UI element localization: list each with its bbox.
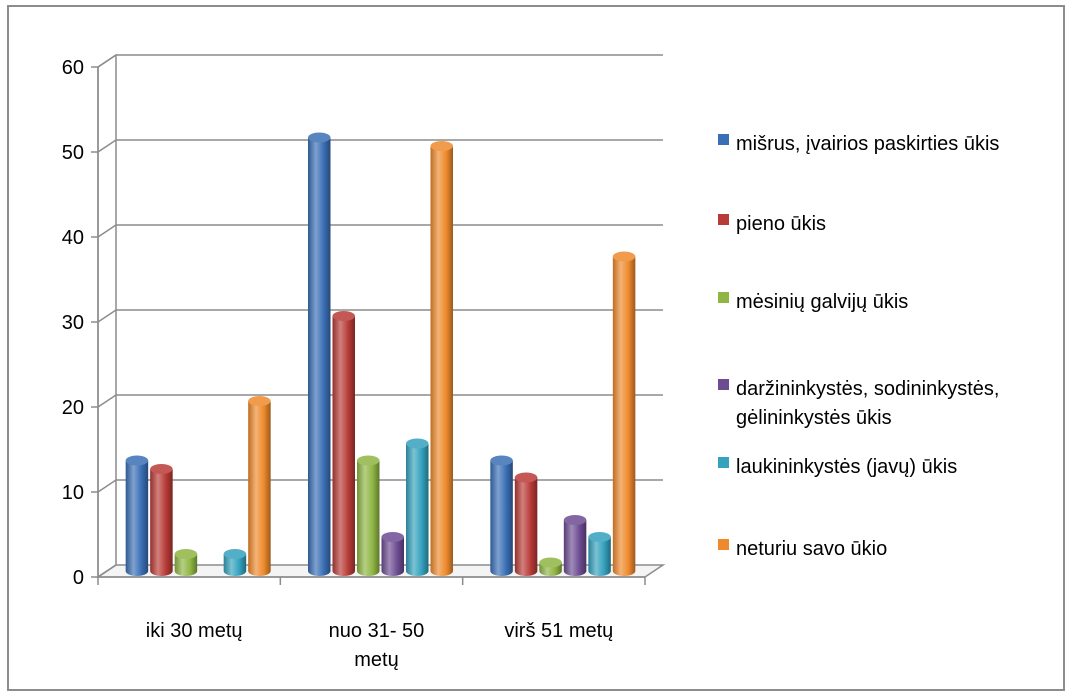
bar-body [150,469,173,576]
bar [514,472,538,576]
legend-swatch [718,539,729,550]
bar-top [357,455,380,466]
legend-label: daržininkystės, sodininkystės, [736,378,999,400]
bar-top [514,472,538,483]
y-axis-ticks: 0 10 20 30 40 50 60 [62,57,646,589]
bar-top [150,464,173,474]
gridline-diagonal [97,54,117,68]
legend-swatch [718,379,729,390]
x-category-label: metų [354,649,398,671]
bar-body [612,256,636,576]
legend-label: mišrus, įvairios paskirties ūkis [736,133,999,155]
bar [150,464,173,576]
legend-label: pieno ūkis [736,213,826,235]
y-tick-label: 40 [62,227,84,249]
bar-top [430,141,453,151]
legend-label: laukininkystės (javų) ūkis [736,456,957,478]
gridline-diagonal [97,139,117,153]
y-tick-label: 30 [62,312,84,334]
gridline-diagonal [97,564,117,578]
bar [174,549,198,576]
legend-label: gėlininkystės ūkis [736,407,892,429]
gridline-diagonal [97,309,117,323]
legend-item: mėsinių galvijų ūkis [718,291,908,313]
legend-label: neturiu savo ūkio [736,538,887,560]
bar-body [332,316,355,576]
bar-body [223,554,247,576]
bar [223,549,247,576]
bar-top [588,532,611,542]
bar [612,251,636,576]
bar [248,396,271,576]
bar-top [223,549,247,559]
bar-body [406,443,429,576]
bar-top [612,251,636,262]
legend-item: pieno ūkis [718,213,826,235]
bar-body [588,537,611,576]
bar-body [125,460,149,576]
bar [406,438,429,576]
bar-top [308,132,331,143]
bar-body [514,477,538,576]
bar-top [332,311,355,321]
gridline-diagonal [97,479,117,493]
gridline-diagonal [97,224,117,238]
bar-body [357,460,380,576]
bar [381,532,404,576]
bar-body [430,146,453,576]
bar-top [381,532,404,542]
bar-top [563,515,587,525]
bar [563,515,587,576]
y-tick-label: 20 [62,397,84,419]
y-tick-label: 50 [62,142,84,164]
bar-top [125,455,149,466]
legend-item: neturiu savo ūkio [718,538,887,560]
bar-body [174,554,198,576]
bar-top [539,557,562,568]
bar [539,557,562,576]
bar-body [490,460,513,576]
bar [125,455,149,576]
bar-body [381,537,404,576]
bar [588,532,611,576]
bar [332,311,355,576]
gridlines [97,54,663,578]
bar [308,132,331,576]
bar-body [248,401,271,576]
legend: mišrus, įvairios paskirties ūkis pieno ūk… [718,133,999,560]
bar-body [308,137,331,576]
y-tick-label: 10 [62,482,84,504]
bar [430,141,453,576]
legend-swatch [718,214,729,225]
legend-swatch [718,292,729,303]
x-category-label: iki 30 metų [146,620,243,642]
legend-item: daržininkystės, sodininkystės, gėlininkys… [718,378,999,429]
legend-swatch [718,134,729,145]
bar-top [248,396,271,406]
bar-body [563,520,587,576]
chart-walls [95,53,666,579]
bars [125,132,636,576]
y-tick-label: 60 [62,57,84,79]
x-category-label: virš 51 metų [504,620,613,642]
legend-item: laukininkystės (javų) ūkis [718,456,957,478]
y-tick-label: 0 [73,567,84,589]
bar-top [174,549,198,559]
bar-top [490,455,513,466]
bar [490,455,513,576]
bar [357,455,380,576]
legend-item: mišrus, įvairios paskirties ūkis [718,133,999,155]
gridline-diagonal [97,394,117,408]
legend-swatch [718,457,729,468]
x-axis-labels: iki 30 metų nuo 31- 50 metų virš 51 metų [146,620,613,671]
legend-label: mėsinių galvijų ūkis [736,291,908,313]
bar-top [406,438,429,449]
x-category-label: nuo 31- 50 [329,620,425,642]
